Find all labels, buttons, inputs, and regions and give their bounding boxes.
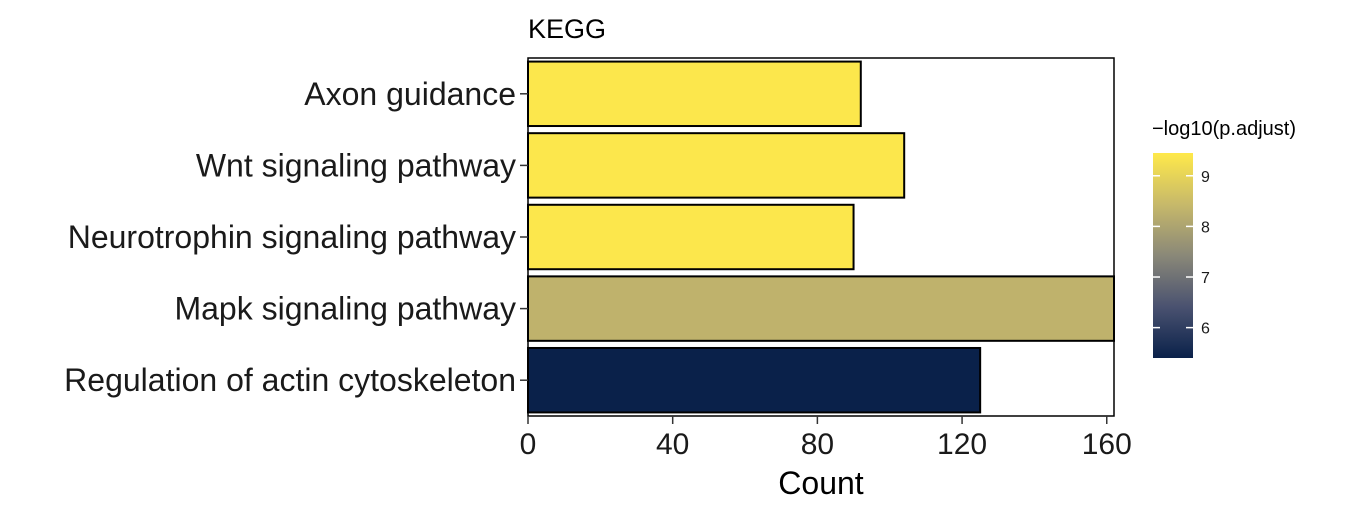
bar-neurotrophin-signaling-pathway xyxy=(527,203,855,271)
legend-tick-label: 6 xyxy=(1201,321,1210,338)
x-axis: 0 40 80 120 160 xyxy=(520,416,1132,461)
bar-mapk-signaling-pathway xyxy=(527,275,1115,342)
y-tick-label: Mapk signaling pathway xyxy=(174,291,516,327)
legend-tick-label: 7 xyxy=(1201,270,1210,287)
legend-tick-label: 8 xyxy=(1201,219,1210,236)
category-labels: Axon guidance Wnt signaling pathway Neurot… xyxy=(64,76,528,398)
y-tick-label: Regulation of actin cytoskeleton xyxy=(64,362,516,398)
x-tick-label: 80 xyxy=(801,428,834,461)
y-tick-label: Wnt signaling pathway xyxy=(196,147,516,183)
bar-wnt-signaling-pathway xyxy=(527,132,906,199)
legend-tick-label: 9 xyxy=(1201,169,1210,186)
x-tick-label: 0 xyxy=(520,428,537,461)
y-tick-label: Neurotrophin signaling pathway xyxy=(68,219,516,255)
x-axis-title: Count xyxy=(778,465,864,501)
bar-regulation-of-actin-cytoskeleton xyxy=(527,346,982,414)
bars xyxy=(527,60,1115,414)
legend-title: −log10(p.adjust) xyxy=(1152,118,1296,140)
x-tick-label: 40 xyxy=(656,428,689,461)
x-tick-label: 120 xyxy=(937,428,987,461)
bar-axon-guidance xyxy=(527,60,862,128)
color-legend: −log10(p.adjust) 6 7 8 9 xyxy=(1152,118,1296,358)
legend-ticks: 6 7 8 9 xyxy=(1153,169,1210,338)
y-tick-label: Axon guidance xyxy=(304,76,516,112)
colorbar xyxy=(1153,153,1193,358)
chart-title: KEGG xyxy=(528,14,606,44)
x-tick-label: 160 xyxy=(1082,428,1132,461)
